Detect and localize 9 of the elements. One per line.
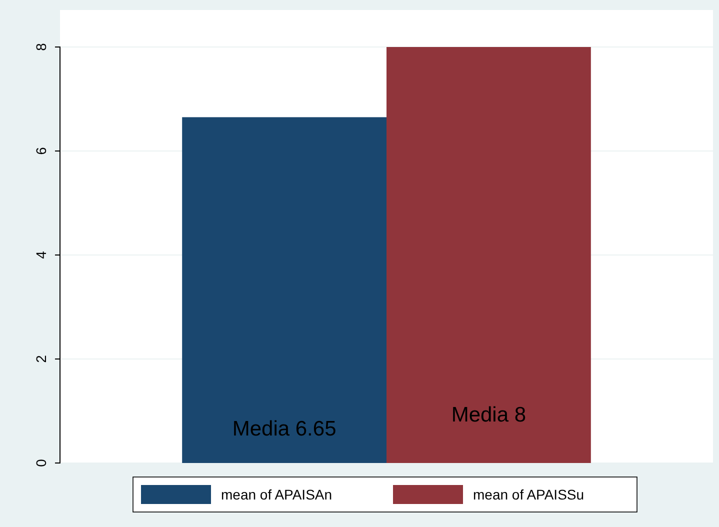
y-tick-label: 0 (33, 458, 49, 467)
annotation: Media 8 (451, 403, 526, 426)
y-tick-label: 6 (33, 146, 49, 155)
legend-label: mean of APAISAn (221, 486, 332, 502)
legend-label: mean of APAISSu (473, 486, 584, 502)
y-tick-label: 2 (33, 354, 49, 363)
annotation: Media 6.65 (232, 417, 336, 440)
y-tick-label: 8 (33, 42, 49, 51)
y-tick-label: 4 (33, 250, 49, 259)
